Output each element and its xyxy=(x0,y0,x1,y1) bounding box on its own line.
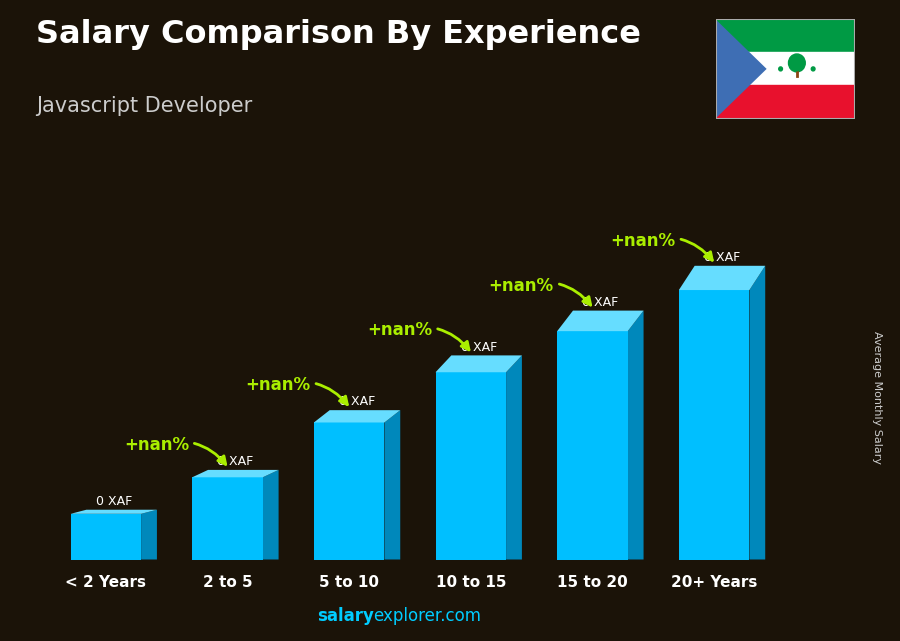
Polygon shape xyxy=(436,355,522,372)
Polygon shape xyxy=(506,355,522,560)
Circle shape xyxy=(778,67,782,71)
Text: +nan%: +nan% xyxy=(124,436,226,464)
Polygon shape xyxy=(70,510,157,514)
Polygon shape xyxy=(627,311,644,560)
Circle shape xyxy=(795,67,798,71)
Bar xyxy=(314,422,384,560)
Bar xyxy=(193,478,263,560)
Bar xyxy=(679,290,750,560)
Text: 0 XAF: 0 XAF xyxy=(582,296,618,309)
Text: Average Monthly Salary: Average Monthly Salary xyxy=(872,331,883,464)
Polygon shape xyxy=(557,311,644,331)
Bar xyxy=(716,53,855,85)
Text: Salary Comparison By Experience: Salary Comparison By Experience xyxy=(36,19,641,50)
Bar xyxy=(716,19,855,53)
Text: 0 XAF: 0 XAF xyxy=(217,455,254,468)
Polygon shape xyxy=(141,510,157,560)
Polygon shape xyxy=(263,470,279,560)
Circle shape xyxy=(788,54,806,72)
Bar xyxy=(70,514,141,560)
Polygon shape xyxy=(716,19,767,119)
Text: salary: salary xyxy=(317,607,373,625)
Polygon shape xyxy=(679,266,765,290)
Text: +nan%: +nan% xyxy=(610,232,712,260)
Bar xyxy=(436,372,506,560)
Bar xyxy=(557,331,627,560)
Circle shape xyxy=(811,67,815,71)
Text: +nan%: +nan% xyxy=(246,376,347,404)
Text: 0 XAF: 0 XAF xyxy=(704,251,740,264)
Text: explorer.com: explorer.com xyxy=(374,607,482,625)
Text: Javascript Developer: Javascript Developer xyxy=(36,96,252,116)
Text: +nan%: +nan% xyxy=(367,321,469,350)
Text: 0 XAF: 0 XAF xyxy=(95,495,132,508)
Polygon shape xyxy=(750,266,765,560)
Polygon shape xyxy=(193,470,279,478)
Bar xyxy=(716,85,855,119)
Text: +nan%: +nan% xyxy=(489,277,590,305)
Text: 0 XAF: 0 XAF xyxy=(461,340,497,354)
Polygon shape xyxy=(314,410,400,422)
Text: 0 XAF: 0 XAF xyxy=(339,395,375,408)
Polygon shape xyxy=(384,410,400,560)
